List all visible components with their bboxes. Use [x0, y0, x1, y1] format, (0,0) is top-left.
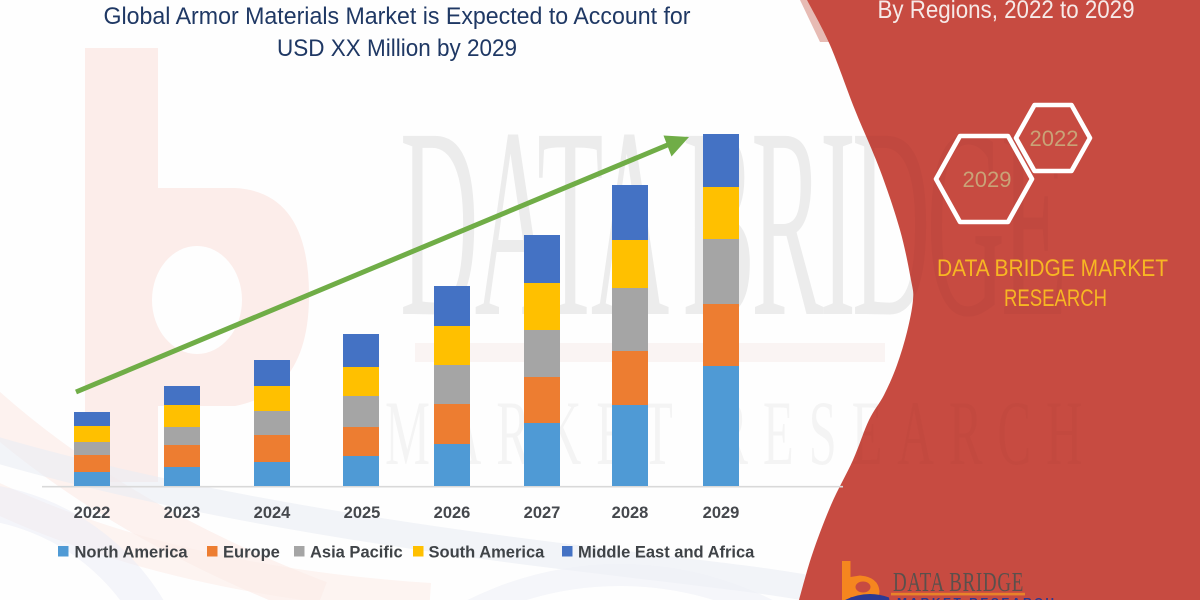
svg-text:RESEARCH: RESEARCH	[1004, 285, 1107, 312]
svg-text:By Regions, 2022 to 2029: By Regions, 2022 to 2029	[878, 0, 1135, 24]
svg-text:2023: 2023	[164, 504, 201, 522]
svg-text:MARKET RESEARCH: MARKET RESEARCH	[385, 383, 1097, 485]
svg-text:2022: 2022	[74, 504, 111, 522]
svg-text:2025: 2025	[344, 504, 381, 522]
svg-text:2029: 2029	[703, 504, 740, 522]
svg-text:DATA BRIDGE: DATA BRIDGE	[893, 567, 1024, 597]
svg-text:2027: 2027	[524, 504, 561, 522]
svg-text:2024: 2024	[254, 504, 292, 522]
svg-text:2022: 2022	[1030, 126, 1079, 151]
svg-text:Europe: Europe	[223, 544, 280, 562]
svg-text:South America: South America	[429, 544, 546, 562]
svg-text:2028: 2028	[612, 504, 649, 522]
svg-text:Asia Pacific: Asia Pacific	[310, 544, 403, 562]
svg-text:MARKET RESEARCH: MARKET RESEARCH	[897, 596, 1057, 600]
svg-text:North America: North America	[75, 544, 189, 562]
svg-text:Middle East and Africa: Middle East and Africa	[578, 544, 755, 562]
svg-text:2026: 2026	[434, 504, 471, 522]
svg-text:DATA BRIDGE MARKET: DATA BRIDGE MARKET	[937, 255, 1168, 282]
svg-text:2029: 2029	[963, 167, 1012, 192]
svg-text:USD XX Million by 2029: USD XX Million by 2029	[277, 35, 517, 62]
svg-text:Global Armor Materials Market: Global Armor Materials Market is Expecte…	[104, 3, 691, 30]
